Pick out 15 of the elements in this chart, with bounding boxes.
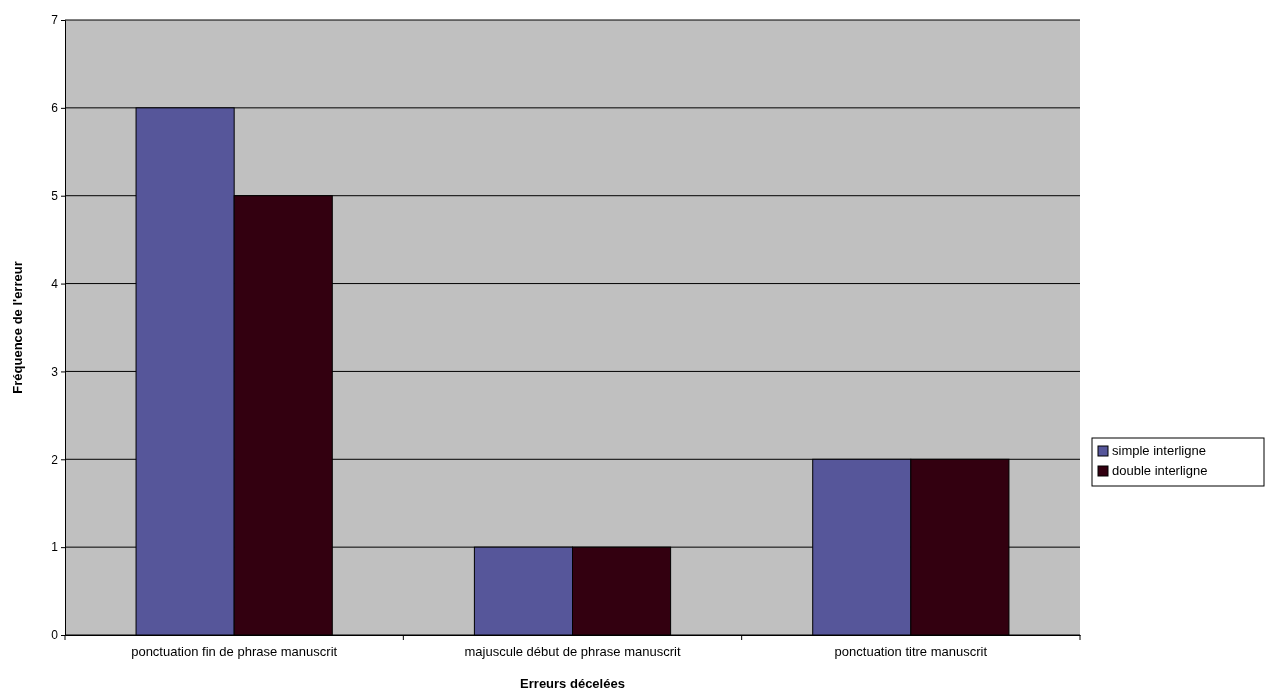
y-tick-label: 4 — [51, 276, 59, 291]
x-tick-label: majuscule début de phrase manuscrit — [464, 644, 681, 660]
x-axis-title: Erreurs décelées — [520, 676, 625, 691]
legend-label: double interligne — [1112, 463, 1208, 478]
x-tick-label: ponctuation titre manuscrit — [834, 644, 988, 660]
y-tick-label: 0 — [51, 628, 59, 643]
y-tick-label: 6 — [51, 101, 59, 116]
y-tick-label: 1 — [51, 540, 59, 555]
y-tick-label: 3 — [51, 364, 59, 379]
y-tick-label: 2 — [51, 452, 59, 467]
y-tick-label: 5 — [51, 189, 59, 204]
legend-label: simple interligne — [1112, 443, 1206, 458]
x-tick-label: ponctuation fin de phrase manuscrit — [131, 644, 338, 660]
y-tick-label: 7 — [51, 13, 59, 28]
y-axis-title: Fréquence de l'erreur — [10, 261, 25, 394]
